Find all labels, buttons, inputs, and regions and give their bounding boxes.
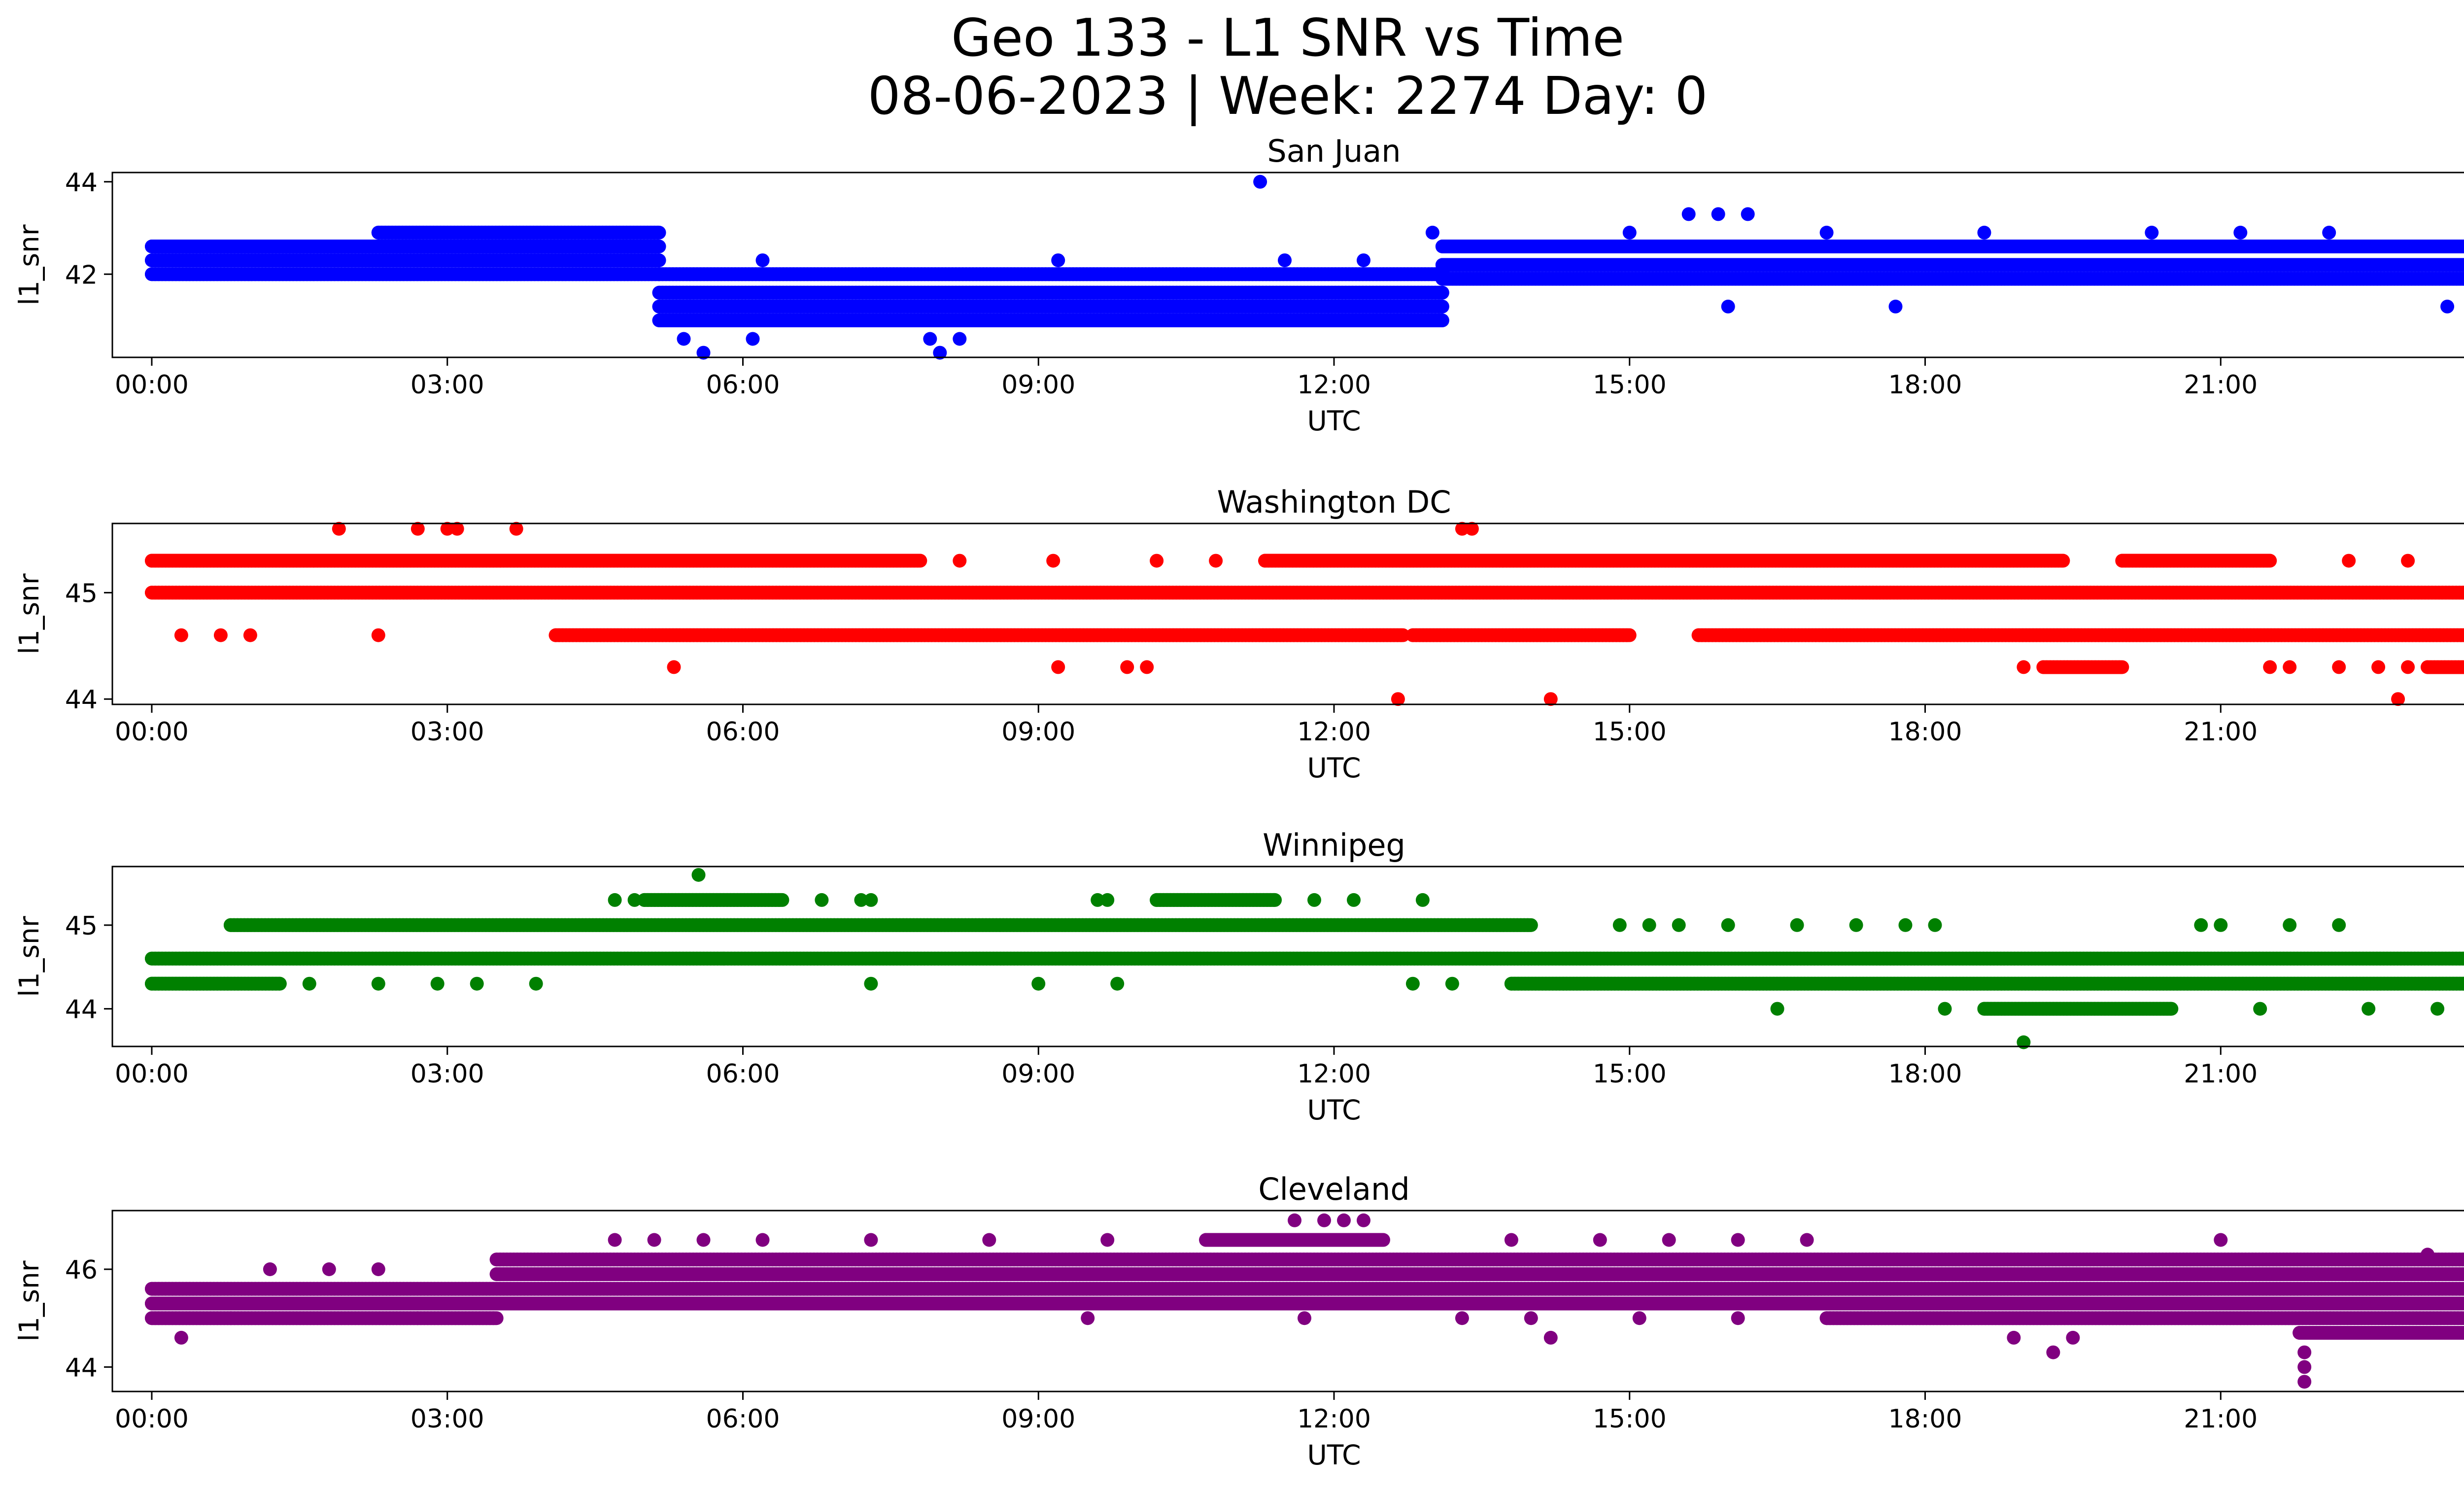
panel-1-title: San Juan [1267, 133, 1401, 169]
panel-1-xtick-label: 00:00 [115, 370, 189, 400]
data-point [2055, 554, 2069, 568]
panel-2-xtick-label: 18:00 [1888, 717, 1962, 747]
data-point [953, 554, 967, 568]
data-point [1278, 253, 1292, 268]
data-point [667, 660, 681, 674]
panel-2-xtick-label: 12:00 [1297, 717, 1371, 747]
panel-1-xtick-label: 09:00 [1001, 370, 1075, 400]
data-point [677, 332, 691, 346]
panel-2-frame [111, 522, 2464, 705]
panel-2-series [144, 522, 2464, 706]
data-point [1046, 554, 1061, 568]
data-point [2263, 660, 2277, 674]
figure-title: Geo 133 - L1 SNR vs Time 08-06-2023 | We… [0, 9, 2464, 125]
data-point [213, 628, 228, 642]
data-point [1209, 554, 1223, 568]
panel-3-title: Winnipeg [1263, 827, 1405, 863]
panel-2-xlabel: UTC [1307, 752, 1361, 784]
panel-2-ytick-label: 45 [65, 579, 98, 608]
data-point [1681, 207, 1696, 221]
data-point [2332, 660, 2346, 674]
data-point [2401, 660, 2415, 674]
data-point [2342, 554, 2356, 568]
data-point [1394, 628, 1408, 642]
panel-1-xtick-label: 06:00 [706, 370, 780, 400]
data-point [1741, 207, 1755, 221]
data-point [1357, 253, 1370, 268]
figure-title-line-1: Geo 133 - L1 SNR vs Time [951, 8, 1625, 68]
panel-2-xtick-label: 09:00 [1001, 717, 1075, 747]
data-point [2017, 660, 2031, 674]
data-point [2371, 660, 2386, 674]
data-point [1120, 660, 1134, 674]
panel-2: Washington DC 00:00 03:00 06:00 09:00 12:00 15… [13, 484, 2464, 784]
data-point [1425, 225, 1439, 240]
panel-2-xtick-label: 06:00 [706, 717, 780, 747]
panel-2-xtick-label: 03:00 [411, 717, 484, 747]
panel-3-series [144, 868, 2464, 1049]
data-point [1140, 660, 1154, 674]
panel-1-xtick-label: 12:00 [1297, 370, 1371, 400]
panel-1-ylabel: l1_snr [13, 224, 45, 305]
panel-1-xtick-label: 21:00 [2184, 370, 2258, 400]
data-point [1622, 225, 1637, 240]
data-point [953, 332, 967, 346]
data-point [2440, 299, 2455, 313]
panel-1-xtick-label: 15:00 [1593, 370, 1667, 400]
panel-1: San Juan 00:00 03:00 06:00 09:00 12:00 15:00 18… [13, 133, 2464, 437]
data-point [1819, 225, 1834, 240]
data-point [2112, 660, 2126, 674]
data-point [1721, 299, 1735, 313]
data-point [1051, 660, 1065, 674]
data-point [1977, 225, 1991, 240]
data-point [1435, 285, 1449, 300]
data-point [1253, 174, 1267, 189]
data-point [1711, 207, 1725, 221]
data-point [650, 225, 665, 240]
data-point [1435, 313, 1449, 327]
panel-2-xtick-label: 21:00 [2184, 717, 2258, 747]
panel-2-title: Washington DC [1217, 484, 1451, 520]
panel-1-series [144, 174, 2464, 360]
data-point [1051, 253, 1065, 268]
panel-1-xtick-label: 03:00 [411, 370, 484, 400]
data-point [652, 253, 666, 268]
data-point [911, 554, 924, 568]
panel-1-xtick-label: 18:00 [1888, 370, 1962, 400]
data-point [1888, 299, 1903, 313]
data-point [755, 253, 770, 268]
data-point [2401, 554, 2415, 568]
panel-2-xtick-label: 15:00 [1593, 717, 1667, 747]
data-point [2322, 225, 2336, 240]
data-point [1435, 299, 1449, 313]
data-point [652, 240, 666, 253]
figure-title-line-2: 08-06-2023 | Week: 2274 Day: 0 [867, 66, 1708, 126]
panel-1-ytick-label: 44 [65, 168, 98, 198]
data-point [1150, 554, 1164, 568]
panel-2-ylabel: l1_snr [13, 573, 45, 654]
data-point [2283, 660, 2297, 674]
panel-1-ytick-label: 42 [65, 260, 98, 290]
data-point [2145, 225, 2159, 240]
panel-2-xtick-label: 00:00 [115, 717, 189, 747]
data-point [1619, 628, 1634, 642]
data-point [923, 332, 937, 346]
panel-1-xlabel: UTC [1307, 405, 1361, 437]
data-point [243, 628, 257, 642]
data-point [2260, 554, 2274, 568]
data-point [746, 332, 760, 346]
data-point [2233, 225, 2248, 240]
data-point [371, 628, 385, 642]
data-point [174, 628, 188, 642]
panel-2-ytick-label: 44 [65, 685, 98, 715]
